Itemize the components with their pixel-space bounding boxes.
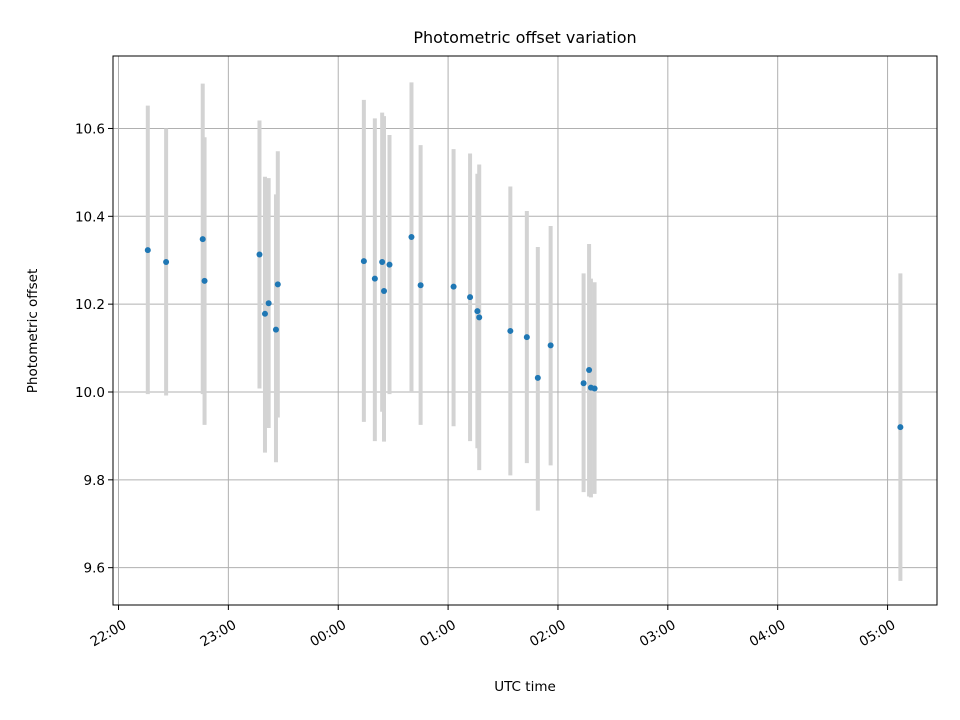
y-tick-label: 10.0 bbox=[75, 385, 105, 401]
data-point bbox=[547, 342, 554, 349]
x-tick-label: 03:00 bbox=[637, 617, 679, 650]
data-point bbox=[274, 281, 281, 288]
data-point bbox=[580, 380, 587, 387]
data-point bbox=[201, 277, 208, 284]
y-axis-label: Photometric offset bbox=[25, 269, 41, 393]
data-point bbox=[199, 236, 206, 243]
x-tick-label: 01:00 bbox=[417, 617, 459, 650]
data-point bbox=[534, 374, 541, 381]
y-tick-label: 10.4 bbox=[75, 209, 105, 225]
data-point bbox=[450, 283, 457, 290]
y-axis: 9.6 9.8 10.0 10.2 10.4 10.6 bbox=[75, 121, 113, 577]
data-point bbox=[408, 233, 415, 240]
x-tick-label: 05:00 bbox=[857, 617, 899, 650]
data-point bbox=[379, 258, 386, 265]
chart-title: Photometric offset variation bbox=[413, 28, 636, 47]
data-point bbox=[272, 326, 279, 333]
y-tick-label: 9.8 bbox=[84, 473, 105, 489]
data-point bbox=[381, 287, 388, 294]
data-point bbox=[507, 327, 514, 334]
data-point bbox=[371, 275, 378, 282]
plot-frame bbox=[112, 55, 938, 606]
data-point bbox=[467, 294, 474, 301]
y-tick-label: 10.6 bbox=[75, 121, 105, 137]
data-point bbox=[265, 300, 272, 307]
data-point bbox=[360, 258, 367, 265]
x-tick-label: 00:00 bbox=[307, 617, 349, 650]
data-point bbox=[163, 258, 170, 265]
data-point bbox=[386, 261, 393, 268]
data-point bbox=[417, 282, 424, 289]
x-axis: 22:00 23:00 00:00 01:00 02:00 03:00 04:00 05:00 bbox=[88, 605, 899, 650]
x-tick-label: 22:00 bbox=[88, 617, 130, 650]
data-point bbox=[476, 314, 483, 321]
data-point bbox=[474, 308, 481, 315]
data-point bbox=[897, 424, 904, 431]
x-tick-label: 02:00 bbox=[527, 617, 569, 650]
data-point bbox=[261, 310, 268, 317]
data-point bbox=[523, 334, 530, 341]
data-points bbox=[144, 233, 904, 431]
data-point bbox=[586, 367, 593, 374]
x-tick-label: 04:00 bbox=[747, 617, 789, 650]
y-tick-label: 9.6 bbox=[84, 561, 105, 577]
x-axis-label: UTC time bbox=[494, 679, 556, 695]
x-tick-label: 23:00 bbox=[197, 617, 239, 650]
data-point bbox=[591, 385, 598, 392]
data-point bbox=[256, 251, 263, 258]
data-point bbox=[144, 247, 151, 254]
y-tick-label: 10.2 bbox=[75, 297, 105, 313]
